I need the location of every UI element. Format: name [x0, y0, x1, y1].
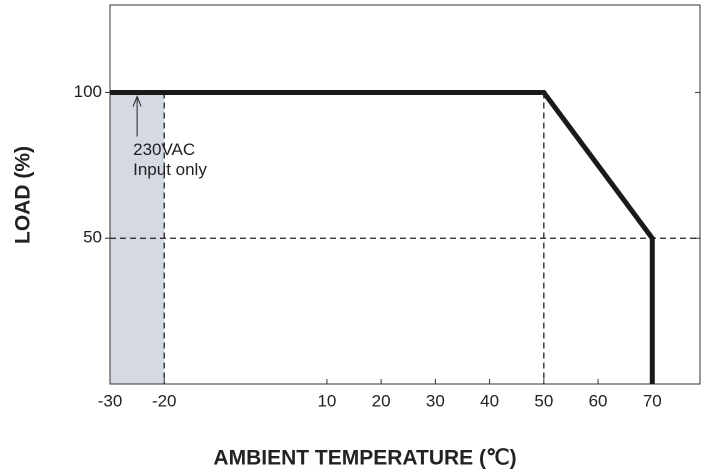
y-axis-title: LOAD (%)	[12, 146, 35, 244]
annotation-text: 230VAC	[133, 140, 195, 159]
x-tick-label: 20	[372, 391, 391, 410]
x-tick-label: 60	[589, 391, 608, 410]
x-tick-label: -20	[152, 391, 177, 410]
plot-frame	[109, 4, 701, 385]
annotation-text: Input only	[133, 160, 207, 179]
x-tick-label: 10	[317, 391, 336, 410]
x-tick-label: 50	[534, 391, 553, 410]
series-line	[110, 89, 655, 384]
y-tick-label: 50	[83, 228, 102, 247]
x-axis-title: AMBIENT TEMPERATURE (℃)	[213, 447, 516, 470]
y-tick-label: 100	[74, 82, 102, 101]
x-tick-label: -30	[98, 391, 123, 410]
x-tick-label: 70	[643, 391, 662, 410]
x-tick-label: 40	[480, 391, 499, 410]
x-tick-label: 30	[426, 391, 445, 410]
annotation-arrowhead	[132, 95, 142, 107]
